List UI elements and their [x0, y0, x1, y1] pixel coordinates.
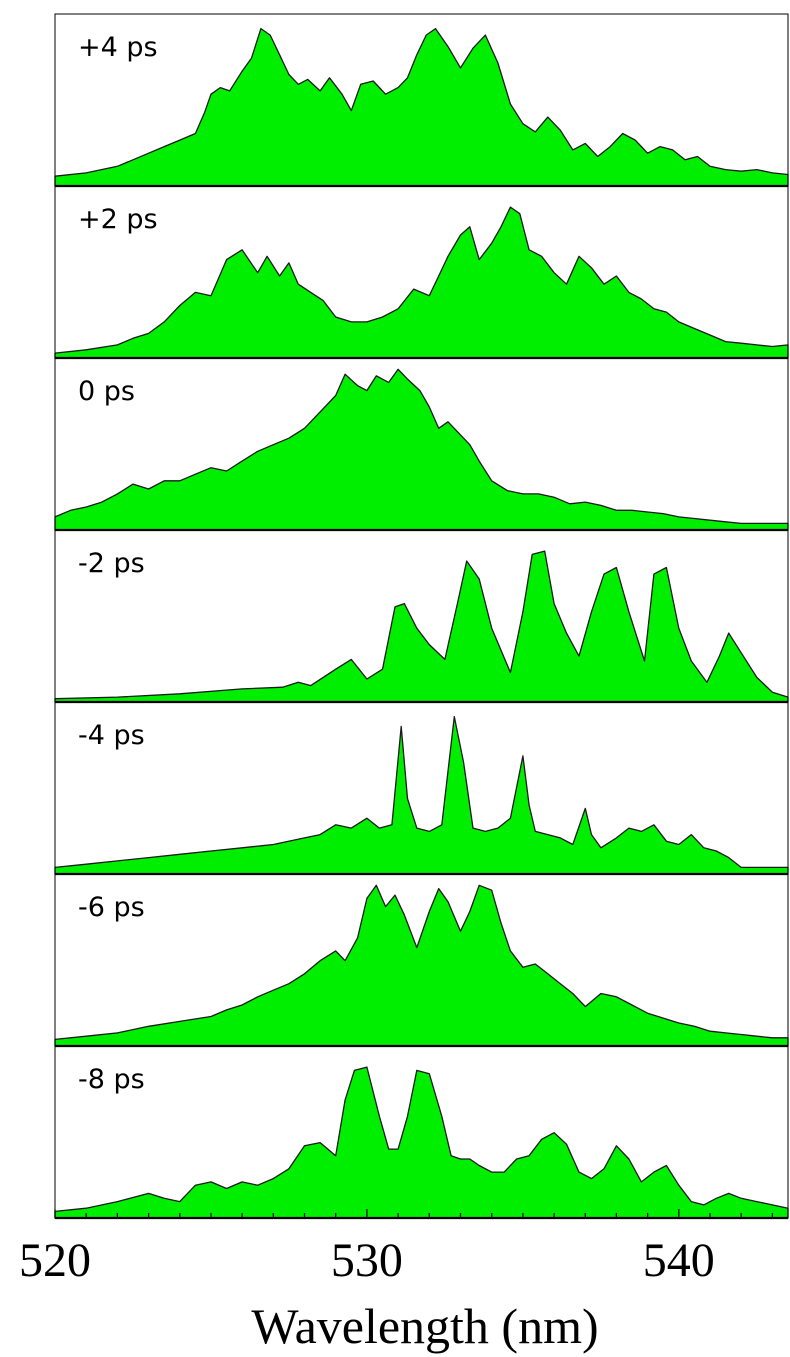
- x-axis: 520 530 540: [19, 1209, 774, 1287]
- spectrum-panel: -8 ps: [54, 1045, 789, 1220]
- spectrum-panel: +2 ps: [54, 185, 789, 360]
- spectrum-panel: -6 ps: [54, 873, 789, 1048]
- x-tick-label: 520: [19, 1234, 91, 1287]
- series-label: 0 ps: [78, 376, 135, 407]
- series-label: +4 ps: [78, 32, 158, 63]
- spectrum-area: [54, 27, 789, 187]
- x-axis-title: Wavelength (nm): [251, 1298, 598, 1354]
- spectrum-area: [54, 1066, 789, 1219]
- spectra-panels: +4 ps +2 ps 0 ps -2 ps -4 ps -6 ps -8 ps: [54, 13, 789, 1220]
- spectrum-panel: 0 ps: [54, 357, 789, 532]
- series-label: -4 ps: [78, 720, 145, 751]
- x-tick-label: 530: [331, 1234, 403, 1287]
- spectrum-area: [54, 368, 789, 531]
- spectrum-area: [54, 715, 789, 875]
- spectrum-panel: -4 ps: [54, 701, 789, 876]
- x-tick-label: 540: [643, 1234, 715, 1287]
- series-label: +2 ps: [78, 204, 158, 235]
- spectrum-area: [54, 884, 789, 1047]
- series-label: -8 ps: [78, 1064, 145, 1095]
- series-label: -2 ps: [78, 548, 145, 579]
- spectrum-area: [54, 550, 789, 703]
- spectrum-panel: +4 ps: [54, 13, 789, 188]
- spectrum-area: [54, 206, 789, 359]
- series-label: -6 ps: [78, 892, 145, 923]
- spectrum-panel: -2 ps: [54, 529, 789, 704]
